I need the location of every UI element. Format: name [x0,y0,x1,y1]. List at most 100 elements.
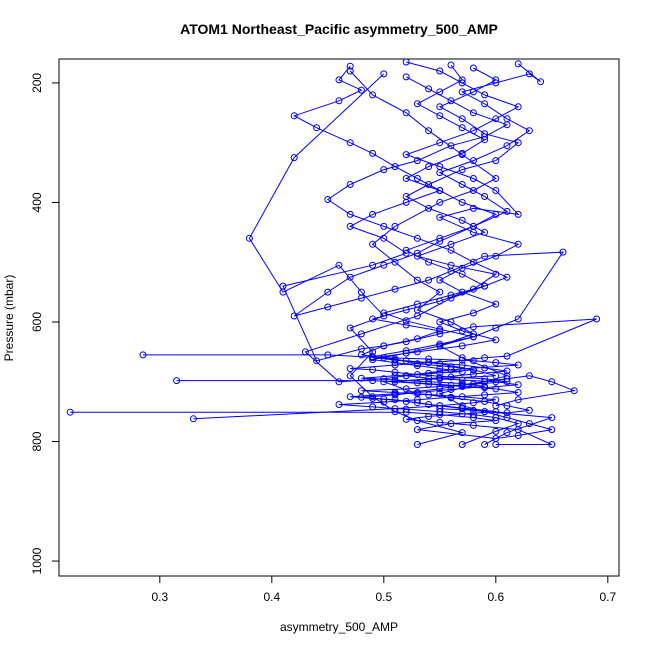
data-point [380,234,388,242]
data-point [313,124,321,132]
data-point [458,404,466,412]
data-point [313,357,321,365]
data-point [492,378,500,386]
data-point [458,88,466,96]
data-point [413,100,421,108]
data-point [503,115,511,123]
data-point [514,60,522,68]
plot-frame [58,58,620,577]
data-point [324,303,332,311]
data-point [369,366,377,374]
data-point [402,151,410,159]
data-point [402,338,410,346]
data-point [436,213,444,221]
data-point [469,285,477,293]
data-point [413,157,421,165]
data-point [369,240,377,248]
data-point [492,385,500,393]
y-axis-label: Pressure (mbar) [2,275,16,362]
data-point [402,372,410,380]
data-point [469,399,477,407]
data-point [481,252,489,260]
data-point [357,345,365,353]
data-point [503,207,511,215]
data-point [503,429,511,437]
data-point [492,175,500,182]
data-point [514,396,522,404]
data-point [402,198,410,206]
data-point [481,100,489,108]
data-point [425,401,433,408]
y-tick-label: 800 [30,431,44,451]
data-point [447,393,455,401]
data-point [525,420,533,428]
series-line [282,65,597,414]
data-point [391,361,399,369]
data-point [402,109,410,117]
data-point [402,73,410,81]
data-point [447,61,455,69]
data-point [335,378,343,386]
data-point [458,181,466,188]
data-point [346,365,354,373]
data-point [481,193,489,200]
data-point [436,340,444,348]
data-point [492,79,500,87]
series-line [338,64,520,445]
data-point [402,321,410,329]
data-point [458,115,466,123]
data-point [357,387,365,395]
data-point [436,330,444,338]
data-point [369,149,377,157]
data-point [514,315,522,323]
data-point [402,347,410,355]
data-point [481,136,489,144]
data-point [346,210,354,218]
data-point [458,429,466,437]
data-point [357,86,365,94]
data-point [559,248,567,256]
data-point [458,76,466,84]
y-tick-label: 200 [30,73,44,93]
data-point [492,427,500,435]
y-tick-label: 400 [30,192,44,212]
data-point [425,181,433,188]
data-point [458,216,466,224]
data-point [402,246,410,254]
data-point [525,70,533,78]
series-layer [66,58,601,448]
data-point [458,342,466,350]
data-point [402,349,410,357]
data-point [380,342,388,350]
data-point [503,402,511,410]
data-point [413,300,421,308]
data-point [436,276,444,284]
data-point [548,441,556,448]
data-point [391,389,399,396]
data-point [346,181,354,188]
data-point [525,372,533,380]
data-point [436,374,444,382]
y-tick-label: 600 [30,312,44,332]
data-point [380,309,388,317]
data-point [492,441,500,448]
data-point [447,386,455,393]
data-point [425,355,433,363]
data-point [425,163,433,171]
data-point [436,67,444,75]
data-point [447,291,455,299]
data-point [279,282,287,290]
data-point [346,273,354,281]
data-point [391,222,399,230]
x-tick-label: 0.7 [599,590,616,604]
x-tick-label: 0.3 [151,590,168,604]
data-point [335,76,343,84]
data-point [413,396,421,404]
data-point [436,408,444,416]
data-point [346,324,354,332]
data-point [514,361,522,369]
data-point [514,210,522,218]
data-point [436,418,444,426]
data-point [413,234,421,242]
